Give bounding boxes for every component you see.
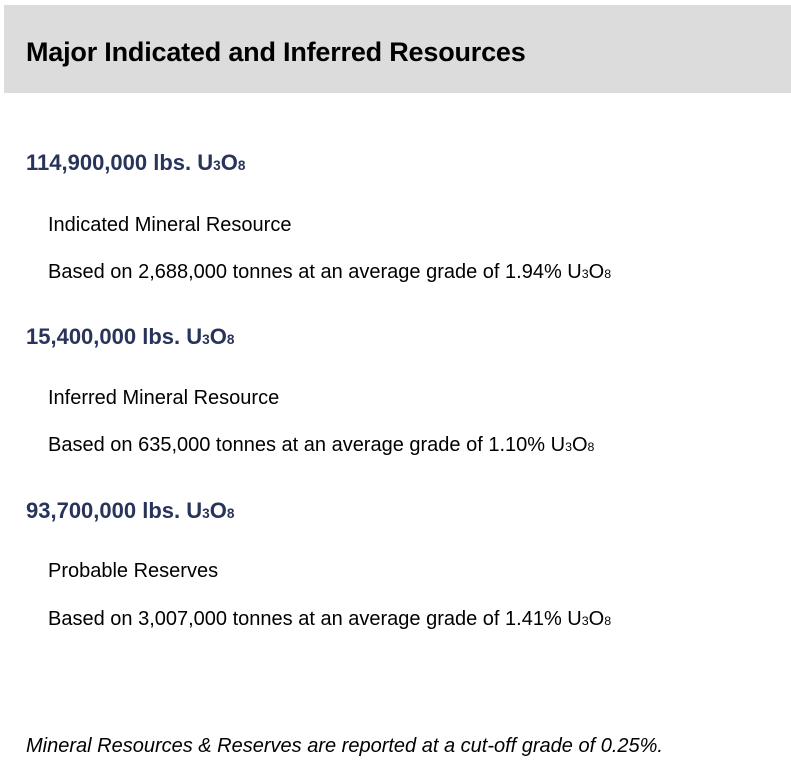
page-title: Major Indicated and Inferred Resources xyxy=(26,37,526,67)
amount-value: 93,700,000 lbs. xyxy=(26,498,181,523)
formula: U3O8 xyxy=(567,261,612,283)
resource-basis: Based on 3,007,000 tonnes at an average … xyxy=(48,607,611,633)
formula: U3O8 xyxy=(550,434,595,456)
resource-basis: Based on 2,688,000 tonnes at an average … xyxy=(48,260,611,286)
resource-amount: 93,700,000 lbs. U3O8 xyxy=(26,498,234,527)
footnote: Mineral Resources & Reserves are reporte… xyxy=(26,735,663,757)
formula: U3O8 xyxy=(186,498,235,523)
formula: U3O8 xyxy=(186,324,235,349)
header-bar: Major Indicated and Inferred Resources xyxy=(4,5,791,93)
resource-amount: 15,400,000 lbs. U3O8 xyxy=(26,324,234,353)
formula: U3O8 xyxy=(197,150,246,175)
resource-amount: 114,900,000 lbs. U3O8 xyxy=(26,150,245,179)
resource-basis: Based on 635,000 tonnes at an average gr… xyxy=(48,433,594,459)
resource-category: Inferred Mineral Resource xyxy=(48,387,280,409)
basis-text: Based on 2,688,000 tonnes at an average … xyxy=(48,261,562,283)
amount-value: 114,900,000 lbs. xyxy=(26,150,192,175)
resource-category: Probable Reserves xyxy=(48,560,219,582)
basis-text: Based on 635,000 tonnes at an average gr… xyxy=(48,434,546,456)
basis-text: Based on 3,007,000 tonnes at an average … xyxy=(48,608,562,630)
resource-category: Indicated Mineral Resource xyxy=(48,214,292,236)
formula: U3O8 xyxy=(567,608,612,630)
amount-value: 15,400,000 lbs. xyxy=(26,324,181,349)
